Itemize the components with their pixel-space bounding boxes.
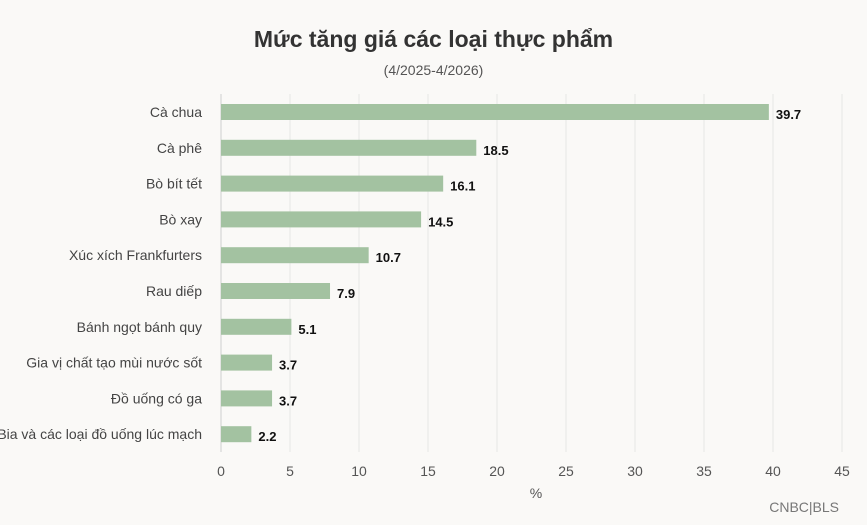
- x-tick-label: 25: [558, 463, 574, 479]
- value-label: 39.7: [776, 107, 801, 122]
- category-label: Bò xay: [159, 211, 202, 227]
- value-label: 2.2: [258, 429, 276, 444]
- value-label: 3.7: [279, 358, 297, 373]
- category-label: Xúc xích Frankfurters: [69, 247, 202, 263]
- value-label: 7.9: [337, 286, 355, 301]
- x-tick-label: 15: [420, 463, 436, 479]
- x-tick-label: 35: [696, 463, 712, 479]
- bar: [221, 175, 444, 192]
- category-label: Cà chua: [150, 104, 202, 120]
- category-label: Rau diếp: [146, 283, 202, 299]
- category-label: Bia và các loại đồ uống lúc mạch: [0, 426, 202, 442]
- value-label: 5.1: [298, 322, 316, 337]
- category-label: Bò bít tết: [146, 176, 202, 192]
- category-labels: Cà chua Cà phê Bò bít tết Bò xay Xúc xích Fr…: [0, 104, 202, 442]
- bar: [221, 283, 331, 299]
- category-label: Đồ uống có ga: [111, 390, 202, 406]
- x-axis-ticks: 0 5 10 15 20 25 30 35 40 45: [217, 463, 850, 479]
- value-label: 16.1: [450, 179, 475, 194]
- category-label: Bánh ngọt bánh quy: [77, 319, 202, 335]
- x-tick-label: 20: [489, 463, 505, 479]
- bar: [221, 104, 769, 120]
- x-tick-label: 40: [765, 463, 781, 479]
- source-credit: CNBC|BLS: [769, 499, 839, 515]
- bar: [221, 211, 422, 228]
- x-tick-label: 30: [627, 463, 643, 479]
- chart-subtitle: (4/2025-4/2026): [383, 62, 484, 78]
- x-axis-title: %: [530, 485, 542, 501]
- x-tick-label: 45: [834, 463, 850, 479]
- value-label: 14.5: [428, 214, 453, 229]
- x-tick-label: 0: [217, 463, 225, 479]
- bar: [221, 247, 369, 264]
- value-label: 18.5: [483, 143, 508, 158]
- value-label: 3.7: [279, 393, 297, 408]
- category-label: Cà phê: [157, 140, 202, 156]
- value-labels: 39.7 18.5 16.1 14.5 10.7 7.9 5.1 3.7 3.7 2.2: [258, 107, 801, 444]
- bar: [221, 390, 273, 407]
- x-tick-label: 5: [286, 463, 294, 479]
- category-label: Gia vị chất tạo mùi nước sốt: [26, 355, 202, 371]
- bar: [221, 426, 252, 443]
- bar: [221, 354, 273, 371]
- bar: [221, 139, 477, 156]
- chart-title: Mức tăng giá các loại thực phẩm: [253, 26, 614, 52]
- value-label: 10.7: [376, 250, 401, 265]
- bars: [221, 104, 769, 443]
- x-tick-label: 10: [351, 463, 367, 479]
- bar: [221, 318, 292, 335]
